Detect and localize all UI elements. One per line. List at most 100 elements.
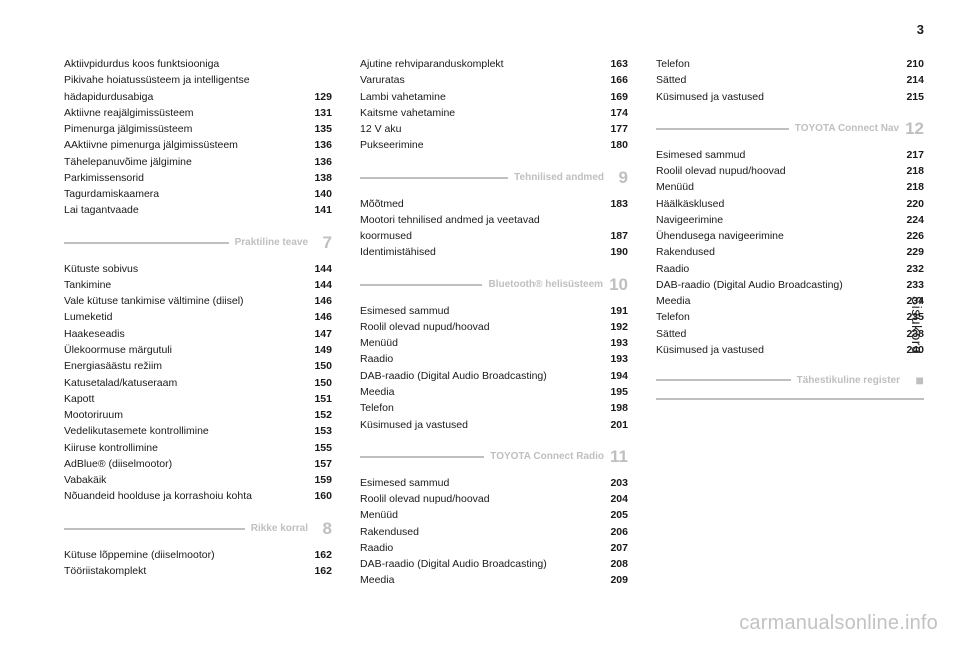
- toc-entry-page: 183: [604, 196, 628, 212]
- toc-entry-label: Esimesed sammud: [360, 475, 596, 491]
- toc-entry: Kütuse lõppemine (diiselmootor)162: [64, 547, 332, 563]
- toc-entry-label: Tankimine: [64, 277, 300, 293]
- toc-entry-label: Raadio: [360, 351, 596, 367]
- toc-entry-label: hädapidurdusabiga: [64, 89, 300, 105]
- toc-entry-label: Vale kütuse tankimise vältimine (diisel): [64, 293, 300, 309]
- toc-entry-page: 210: [900, 56, 924, 72]
- toc-entry-page: 180: [604, 137, 628, 153]
- toc-entry-page: 150: [308, 375, 332, 391]
- toc-entry-page: 198: [604, 400, 628, 416]
- section-title: Rikke korral: [251, 523, 308, 534]
- toc-entry-page: 152: [308, 407, 332, 423]
- toc-entry-label: Ajutine rehviparanduskomplekt: [360, 56, 596, 72]
- section-title: TOYOTA Connect Nav: [795, 123, 899, 134]
- toc-section-header: TOYOTA Connect Radio11: [360, 447, 628, 467]
- toc-entry: DAB-raadio (Digital Audio Broadcasting)2…: [360, 556, 628, 572]
- toc-entry-label: Meedia: [656, 293, 892, 309]
- toc-entry-page: 204: [604, 491, 628, 507]
- toc-entry: Kütuste sobivus 144: [64, 261, 332, 277]
- section-title: Tähestikuline register: [797, 375, 900, 386]
- toc-entry-label: Häälkäsklused: [656, 196, 892, 212]
- toc-entry-label: Identimistähised: [360, 244, 596, 260]
- toc-entry: Parkimissensorid138: [64, 170, 332, 186]
- toc-entry-label: koormused: [360, 228, 596, 244]
- toc-entry-label: Küsimused ja vastused: [656, 342, 892, 358]
- toc-entry: Tagurdamiskaamera140: [64, 186, 332, 202]
- toc-entry-page: 205: [604, 507, 628, 523]
- toc-entry: 12 V aku177: [360, 121, 628, 137]
- toc-entry-page: 153: [308, 423, 332, 439]
- side-label-sisukord: Sisukord: [909, 295, 925, 353]
- toc-entry-page: 193: [604, 335, 628, 351]
- toc-entry-label: Haakeseadis: [64, 326, 300, 342]
- toc-entry-label: Kütuste sobivus: [64, 261, 300, 277]
- section-rule: [64, 528, 245, 530]
- toc-entry: DAB-raadio (Digital Audio Broadcasting)2…: [656, 277, 924, 293]
- toc-entry: Energiasäästu režiim150: [64, 358, 332, 374]
- toc-entry: Mõõtmed183: [360, 196, 628, 212]
- section-rule: [656, 398, 924, 400]
- toc-entry: AdBlue® (diiselmootor)157: [64, 456, 332, 472]
- toc-entry-page: 203: [604, 475, 628, 491]
- toc-entry: Roolil olevad nupud/hoovad192: [360, 319, 628, 335]
- toc-entry: Menüüd205: [360, 507, 628, 523]
- toc-entry-page: 162: [308, 563, 332, 579]
- toc-entry-page: 187: [604, 228, 628, 244]
- toc-entry-page: 177: [604, 121, 628, 137]
- toc-entry: Sätted238: [656, 326, 924, 342]
- toc-entry-page: 131: [308, 105, 332, 121]
- toc-entry-page: 215: [900, 89, 924, 105]
- section-rule: [656, 379, 791, 381]
- toc-entry-label: Aktiivpidurdus koos funktsiooniga: [64, 56, 332, 72]
- toc-entry-label: Rakendused: [656, 244, 892, 260]
- toc-entry-label: Raadio: [656, 261, 892, 277]
- toc-entry: Küsimused ja vastused215: [656, 89, 924, 105]
- toc-entry-label: Lambi vahetamine: [360, 89, 596, 105]
- toc-entry: Telefon198: [360, 400, 628, 416]
- toc-entry: Mootoriruum 152: [64, 407, 332, 423]
- toc-entry-page: 151: [308, 391, 332, 407]
- toc-entry: Mootori tehnilised andmed ja veetavad: [360, 212, 628, 228]
- toc-entry-page: 147: [308, 326, 332, 342]
- toc-entry-label: Esimesed sammud: [656, 147, 892, 163]
- toc-entry-page: 144: [308, 277, 332, 293]
- toc-entry-label: Meedia: [360, 384, 596, 400]
- toc-entry-page: 207: [604, 540, 628, 556]
- toc-entry-page: 201: [604, 417, 628, 433]
- section-number: 11: [610, 447, 628, 467]
- toc-entry-label: Ülekoormuse märgutuli: [64, 342, 300, 358]
- toc-entry: AAktiivne pimenurga jälgimissüsteem136: [64, 137, 332, 153]
- toc-entry-page: 136: [308, 154, 332, 170]
- section-number: ■: [906, 372, 924, 388]
- toc-column: Ajutine rehviparanduskomplekt163Varurata…: [360, 56, 628, 625]
- toc-entry-label: AdBlue® (diiselmootor): [64, 456, 300, 472]
- toc-entry: Telefon235: [656, 309, 924, 325]
- toc-entry: Lai tagantvaade141: [64, 202, 332, 218]
- toc-entry: Tankimine 144: [64, 277, 332, 293]
- toc-entry-page: 193: [604, 351, 628, 367]
- toc-entry: Ühendusega navigeerimine226: [656, 228, 924, 244]
- toc-entry-label: Kapott: [64, 391, 300, 407]
- toc-entry-page: 140: [308, 186, 332, 202]
- toc-entry: DAB-raadio (Digital Audio Broadcasting)1…: [360, 368, 628, 384]
- toc-entry-label: Aktiivne reajälgimissüsteem: [64, 105, 300, 121]
- toc-entry-label: Nõuandeid hoolduse ja korrashoiu kohta: [64, 488, 300, 504]
- toc-section-header: TOYOTA Connect Nav12: [656, 119, 924, 139]
- toc-entry-page: 218: [900, 163, 924, 179]
- toc-entry: Kiiruse kontrollimine155: [64, 440, 332, 456]
- toc-entry-page: 208: [604, 556, 628, 572]
- toc-entry: Nõuandeid hoolduse ja korrashoiu kohta 16…: [64, 488, 332, 504]
- toc-entry-label: Mootori tehnilised andmed ja veetavad: [360, 212, 628, 228]
- toc-entry: Vale kütuse tankimise vältimine (diisel)…: [64, 293, 332, 309]
- toc-entry-label: Raadio: [360, 540, 596, 556]
- toc-entry-label: Lai tagantvaade: [64, 202, 300, 218]
- toc-entry-label: Telefon: [656, 56, 892, 72]
- toc-entry-page: 160: [308, 488, 332, 504]
- toc-entry: Meedia195: [360, 384, 628, 400]
- toc-entry-page: 206: [604, 524, 628, 540]
- toc-entry-label: Mootoriruum: [64, 407, 300, 423]
- toc-section-header: Rikke korral8: [64, 519, 332, 539]
- toc-columns: Aktiivpidurdus koos funktsioonigaPikivah…: [64, 56, 924, 625]
- toc-entry-page: 144: [308, 261, 332, 277]
- toc-entry: Raadio 207: [360, 540, 628, 556]
